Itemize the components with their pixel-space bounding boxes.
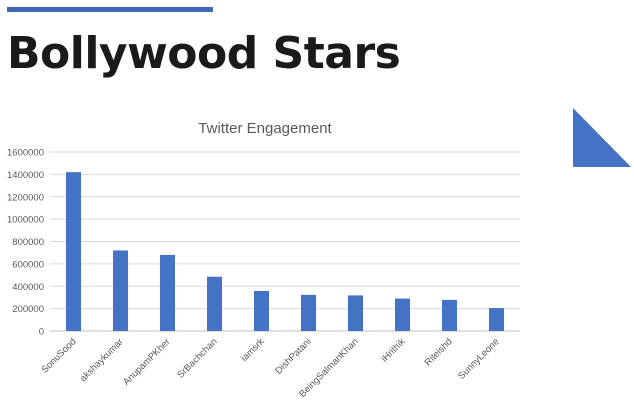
y-tick-label: 1000000	[7, 215, 44, 226]
bar	[347, 295, 364, 331]
x-tick-label: DishPatani	[273, 336, 313, 376]
bar	[112, 250, 129, 331]
x-tick-label: SonuSood	[39, 336, 78, 375]
y-tick-label: 0	[39, 327, 44, 338]
y-tick-label: 1200000	[7, 192, 44, 203]
chart-title: Twitter Engagement	[198, 120, 332, 137]
x-tick-label: iHrithik	[379, 336, 407, 364]
x-tick-label: akshaykumar	[78, 336, 126, 384]
chart-container: Twitter Engagement 0 200000 400000 600000 80…	[0, 106, 524, 401]
bar	[488, 308, 505, 331]
y-tick-label: 200000	[12, 304, 44, 315]
x-tick-label: Riteishd	[423, 336, 455, 368]
triangle-icon	[573, 108, 631, 167]
bar	[159, 254, 176, 331]
bar	[206, 276, 223, 331]
bar	[253, 290, 270, 331]
bar	[300, 294, 317, 331]
y-tick-label: 1400000	[7, 170, 44, 181]
bar	[65, 172, 82, 331]
y-axis-ticks: 0 200000 400000 600000 800000 1000000 1200000 1…	[7, 148, 44, 338]
x-tick-label: AnupamPKher	[121, 336, 172, 387]
bar	[394, 298, 411, 331]
y-tick-label: 800000	[12, 237, 44, 248]
gridlines	[50, 151, 520, 332]
x-tick-label: SunnyLeone	[456, 336, 502, 382]
bar-chart: Twitter Engagement 0 200000 400000 600000 80…	[7, 120, 520, 400]
x-tick-label: iamsrk	[239, 336, 267, 364]
title-accent-bar	[7, 7, 213, 12]
bars	[65, 172, 505, 331]
x-tick-label: SrBachchan	[175, 336, 219, 380]
bar	[441, 299, 458, 331]
y-tick-label: 400000	[12, 282, 44, 293]
y-tick-label: 1600000	[7, 148, 44, 159]
slide-title: Bollywood Stars	[7, 28, 401, 79]
y-tick-label: 600000	[12, 259, 44, 270]
